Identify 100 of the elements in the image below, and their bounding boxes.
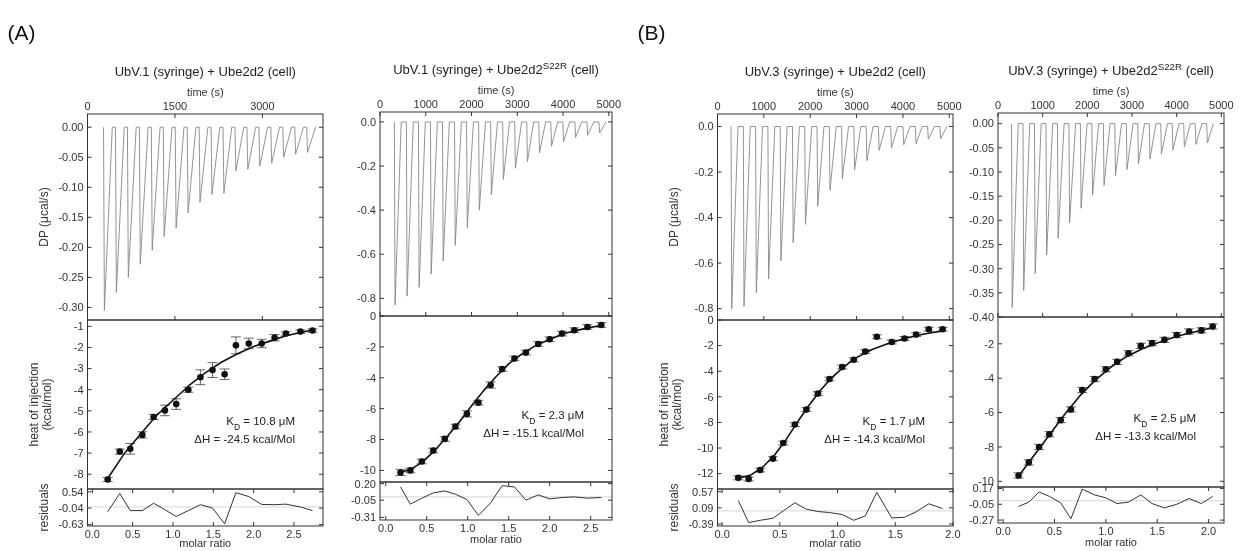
x-tick-label: 2.0	[245, 528, 262, 540]
y-tick-label: -0.6	[694, 256, 714, 269]
y-tick-label: -3	[73, 362, 84, 375]
y-tick-label: 0.20	[354, 477, 376, 490]
x-tick-label: 1.5	[887, 528, 903, 540]
x-tick-label: 3000	[250, 100, 275, 112]
text: (B)	[637, 21, 666, 44]
annotation: ΔH = -13.3 kcal/Mol	[1095, 430, 1196, 443]
y-tick-label: -2	[703, 339, 714, 352]
y-axis-title: DP (μcal/s)	[666, 187, 681, 247]
x-tick-label: 1.5	[501, 522, 517, 534]
x-tick-label: 4000	[550, 98, 576, 110]
chart-title: UbV.3 (syringe) + Ube2d2 (cell)	[744, 64, 926, 79]
x-tick-label: 2000	[1075, 99, 1100, 111]
y-tick-label: -0.30	[58, 301, 84, 314]
y-tick-label: -0.8	[357, 292, 376, 305]
y-tick-label: -0.40	[968, 310, 994, 323]
y-tick-label: 0.00	[62, 121, 84, 134]
y-tick-label: -0.05	[968, 498, 994, 511]
x-tick-label: 0.0	[378, 522, 394, 534]
y-tick-label: -0.4	[357, 203, 376, 216]
x-tick-label: 1.0	[460, 522, 476, 534]
y-axis-title: residuals	[666, 483, 681, 532]
y-axis-title: heat of injection (kcal/mol)	[26, 362, 54, 447]
y-tick-label: -0.20	[968, 214, 994, 227]
y-tick-label: -2	[73, 341, 84, 354]
line-series	[730, 126, 948, 310]
y-tick-label: -0.31	[350, 511, 376, 524]
x-axis-title: molar ratio	[179, 537, 232, 549]
y-tick-label: -6	[984, 406, 994, 419]
x-tick-label: 2.5	[583, 522, 599, 534]
y-tick-label: -0.05	[968, 141, 994, 154]
y-tick-label: -4	[366, 371, 376, 384]
x-tick-label: 2.0	[1200, 525, 1217, 537]
y-tick-label: -0.2	[694, 165, 714, 178]
annotation: ΔH = -14.3 kcal/Mol	[824, 432, 925, 445]
y-tick-label: -0.10	[968, 165, 994, 178]
x-tick-label: 3000	[844, 100, 869, 112]
x-axis-title: time (s)	[816, 86, 854, 98]
y-tick-label: -8	[703, 416, 714, 429]
y-axis-title: DP (μcal/s)	[36, 187, 51, 247]
y-axis-title: heat of injection (kcal/mol)	[656, 362, 684, 447]
x-tick-label: 0.0	[995, 525, 1011, 537]
x-tick-label: 0	[994, 99, 1002, 111]
x-tick-label: 1000	[1030, 99, 1055, 111]
y-tick-label: -12	[697, 467, 714, 480]
y-tick-label: -0.05	[58, 151, 84, 164]
y-tick-label: -0.04	[58, 501, 84, 514]
y-tick-label: -2	[366, 340, 376, 353]
x-tick-label: 0.0	[714, 528, 730, 540]
y-tick-label: -7	[73, 446, 84, 459]
y-tick-label: 0	[707, 313, 714, 326]
x-axis-title: molar ratio	[470, 533, 522, 545]
x-tick-label: 2000	[797, 100, 823, 112]
line-series	[400, 485, 602, 516]
y-tick-label: -0.25	[58, 271, 84, 284]
x-tick-label: 3000	[505, 98, 530, 110]
annotation: ΔH = -15.1 kcal/Mol	[483, 426, 584, 439]
y-tick-label: -0.25	[968, 238, 994, 251]
y-tick-label: -6	[73, 425, 84, 438]
y-tick-label: -5	[73, 404, 84, 417]
y-tick-label: -4	[73, 383, 84, 396]
x-tick-label: 5000	[596, 98, 622, 110]
line-series	[737, 491, 944, 524]
y-tick-label: -4	[703, 365, 714, 378]
y-tick-label: -0.05	[350, 494, 376, 507]
line-series	[1011, 123, 1214, 308]
annotation: K$_{D}$ = 1.7 μM	[862, 414, 925, 432]
chart-title: UbV.1 (syringe) + Ube2d2 (cell)	[114, 64, 296, 79]
y-tick-label: -2	[984, 337, 994, 350]
x-tick-label: 1.0	[829, 528, 846, 540]
x-axis-title: time (s)	[477, 84, 515, 96]
text: (A)	[7, 21, 36, 44]
x-tick-label: 3000	[1119, 99, 1145, 111]
y-tick-label: -8	[73, 468, 84, 481]
line-series	[393, 121, 607, 306]
line-series	[103, 126, 316, 311]
x-tick-label: 2.0	[945, 528, 961, 540]
x-axis-title: molar ratio	[809, 537, 862, 549]
y-tick-label: -6	[366, 402, 376, 415]
y-tick-label: -0.30	[968, 262, 994, 275]
y-tick-label: 0.57	[692, 485, 714, 498]
y-tick-label: -6	[703, 390, 714, 403]
chart-title: UbV.3 (syringe) + Ube2d2$^{S22R}$ (cell)	[1008, 60, 1214, 78]
y-tick-label: 0.0	[360, 115, 376, 128]
chart-title: UbV.1 (syringe) + Ube2d2$^{S22R}$ (cell)	[393, 59, 599, 77]
y-tick-label: 0	[369, 309, 376, 322]
x-tick-label: 2.5	[286, 528, 302, 540]
y-tick-label: -1	[73, 320, 84, 333]
x-tick-label: 4000	[1164, 99, 1189, 111]
y-tick-label: -0.2	[357, 159, 376, 172]
annotation: K$_{D}$ = 2.3 μM	[521, 408, 584, 426]
x-tick-label: 4000	[890, 100, 916, 112]
y-tick-label: 0.0	[698, 120, 714, 133]
x-tick-label: 1.5	[205, 528, 221, 540]
y-tick-label: -0.10	[58, 181, 84, 194]
x-tick-label: 1000	[751, 100, 777, 112]
y-tick-label: -0.4	[694, 211, 714, 224]
y-tick-label: -0.15	[968, 190, 994, 202]
x-tick-label: 1000	[413, 98, 438, 110]
